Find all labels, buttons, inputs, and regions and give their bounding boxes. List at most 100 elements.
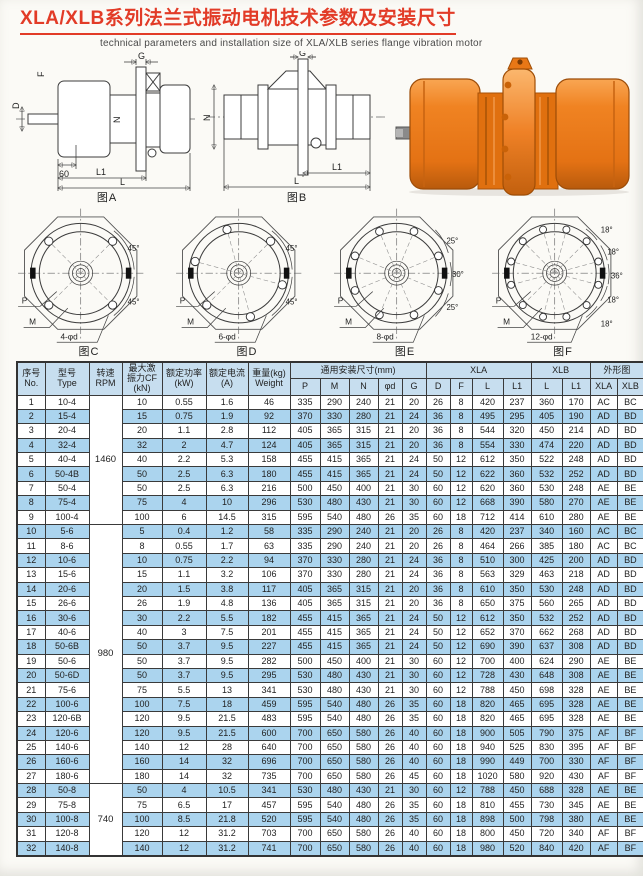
cell: 365	[319, 595, 350, 612]
cell: 830	[530, 739, 563, 756]
cell: 170	[561, 394, 591, 410]
cell: 25	[16, 739, 46, 756]
cell: BD	[616, 639, 643, 655]
col-header-power: 额定功率 (kW)	[161, 361, 207, 396]
cell: 18	[449, 754, 473, 770]
cell: 21	[16, 682, 46, 698]
cell: 16	[16, 610, 46, 626]
cell: 580	[348, 739, 379, 756]
cell: 12	[449, 624, 473, 641]
table-row: 29 75-8 75 6.5 17 457 595 540 480 26 35 60 18 810 455 7…	[16, 797, 643, 813]
sub-header-f: F	[449, 378, 473, 396]
table-row: 5 40-4 40 2.2 5.3 158 455 415 365 21 24 50 12 612 350 5…	[16, 452, 643, 468]
cell: 595	[289, 711, 321, 727]
bolt-hole	[582, 237, 591, 246]
table-row: 32 140-8 140 12 31.2 741 700 650 580 26 40 60 18 980 5…	[16, 840, 643, 857]
cell: 18	[449, 711, 473, 727]
cell: 308	[561, 667, 591, 684]
flange-figures-row: 45° 45° P M 4-φd 图C 45°	[8, 205, 635, 359]
catalog-page: XLA/XLB系列法兰式振动电机技术参数及安装尺寸 technical para…	[8, 8, 643, 858]
col-header-current: 额定电流 (A)	[205, 361, 249, 396]
cell: 18	[449, 811, 473, 828]
angle-label: 45°	[286, 297, 298, 306]
cell: 12	[161, 739, 207, 756]
cell: BE	[616, 682, 643, 698]
bolt-hole	[507, 257, 516, 266]
cell: 20	[401, 394, 427, 410]
cell: 2	[161, 437, 207, 454]
cell: 100	[121, 696, 163, 713]
parameters-table: 序号 No. 型号 Type 转速 RPM 最大激 振力CF (kN) 额定功率…	[16, 360, 643, 858]
cell: BD	[616, 552, 643, 569]
cell: 200	[561, 552, 591, 569]
cell: 10	[205, 495, 249, 511]
cell: 455	[502, 797, 532, 813]
cell: 17	[16, 624, 46, 641]
cell: 24	[401, 624, 427, 641]
cell: 227	[247, 639, 291, 655]
cell: 335	[289, 394, 321, 410]
cell: 480	[319, 495, 350, 511]
cell: 370	[289, 408, 321, 425]
cell: 40-4	[44, 452, 90, 468]
cell: 120-6	[44, 725, 90, 741]
col-group-xlb: XLB	[530, 361, 591, 380]
table-row: 6 50-4B 50 2.5 6.3 180 455 415 365 21 24 50 12 622 360…	[16, 466, 643, 482]
cell: 365	[348, 610, 379, 626]
cell: AE	[589, 711, 618, 727]
cell: 430	[348, 682, 379, 698]
cell: AD	[589, 423, 618, 439]
figure-c: 45° 45° P M 4-φd 图C	[10, 205, 168, 359]
dim-label-l1: L1	[332, 162, 342, 172]
figure-d-label: 图D	[236, 345, 258, 358]
cell: 92	[247, 408, 291, 425]
cell: 650	[319, 768, 350, 785]
cell: 26	[121, 595, 163, 612]
cell: 580	[502, 768, 532, 785]
sub-header-shape-xla: XLA	[589, 378, 618, 396]
angle-label: 45°	[128, 244, 140, 253]
cell: 3.7	[161, 667, 207, 684]
cell: 480	[348, 811, 379, 828]
cell: BE	[616, 711, 643, 727]
bolt-hole	[518, 300, 527, 309]
bolt-hole	[277, 280, 287, 290]
cell: 21	[377, 639, 403, 655]
cell: 5.5	[161, 682, 207, 698]
cell: 405	[289, 595, 321, 612]
m-label: M	[187, 318, 194, 327]
cell: 648	[530, 667, 563, 684]
cell: 695	[530, 711, 563, 727]
cell: 510	[471, 552, 504, 569]
cell: 580	[530, 495, 563, 511]
cell: 7.5	[161, 696, 207, 713]
table-row: 28 50-8 740 50 4 10.5 341 530 480 430 21 30 60 12 788 4…	[16, 783, 643, 857]
cell: 21	[377, 552, 403, 569]
cell: 21	[377, 567, 403, 583]
cell: 2	[16, 408, 46, 425]
cell: AC	[589, 394, 618, 410]
cell: 35	[401, 696, 427, 713]
bolt-hole	[582, 300, 591, 309]
cell: 898	[471, 811, 504, 828]
cell: 8	[449, 595, 473, 612]
figure-c-label: 图C	[78, 345, 100, 358]
cell: 100-4	[44, 509, 90, 526]
cell: 455	[289, 452, 321, 468]
cell: 788	[471, 682, 504, 698]
cell: 340	[561, 826, 591, 842]
cell: 21	[377, 581, 403, 597]
figure-f-drawing: 18° 18° 36° 18° 18° P M 12-φd	[492, 208, 623, 343]
cell: 60	[425, 696, 451, 713]
cell: 800	[471, 826, 504, 842]
cell: 350	[502, 452, 532, 468]
cell: 330	[561, 754, 591, 770]
cell: 624	[530, 653, 563, 669]
cell: 650	[319, 754, 350, 770]
bolt-hole	[44, 300, 54, 310]
cell: 50-8	[44, 783, 90, 799]
cell: 237	[502, 524, 532, 540]
cell: 595	[289, 509, 321, 526]
cell: 26	[377, 797, 403, 813]
dim-label-n: N	[112, 116, 122, 123]
